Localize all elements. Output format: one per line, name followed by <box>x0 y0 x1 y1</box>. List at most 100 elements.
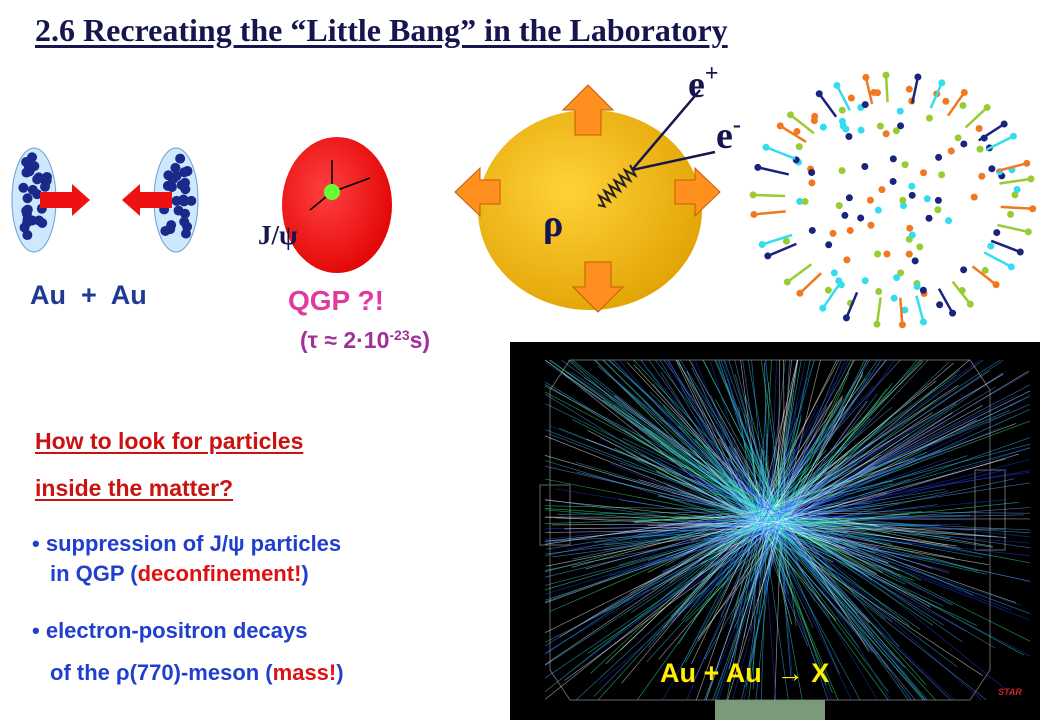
track <box>771 504 938 526</box>
track <box>626 418 761 527</box>
bullet: • electron-positron decays <box>32 618 308 643</box>
hadron <box>960 266 968 274</box>
arrow <box>122 184 172 216</box>
hadron <box>919 318 927 326</box>
hadron <box>808 179 816 187</box>
hadron <box>954 134 962 142</box>
track <box>728 359 778 518</box>
hadron <box>1024 228 1032 236</box>
hadron <box>845 194 853 202</box>
track <box>767 359 786 519</box>
track <box>755 518 987 701</box>
hadron <box>857 126 865 134</box>
track <box>667 421 781 517</box>
bullet: • suppression of J/ψ particles <box>32 531 342 556</box>
hadron-track <box>929 82 943 109</box>
track <box>766 527 861 701</box>
hadron <box>762 143 770 151</box>
track <box>780 515 963 643</box>
track <box>777 502 899 517</box>
track <box>545 429 760 513</box>
track <box>756 524 836 621</box>
hadron <box>866 196 874 204</box>
hadron <box>978 172 986 180</box>
track <box>610 463 762 527</box>
electron: e- <box>716 113 741 155</box>
nucleon <box>176 179 187 190</box>
hadron <box>883 250 891 258</box>
track <box>783 372 871 515</box>
track <box>671 522 776 623</box>
track <box>743 443 777 512</box>
track <box>720 359 773 512</box>
track <box>762 404 818 521</box>
nucleon <box>22 193 33 204</box>
hadron <box>830 269 838 277</box>
vertex <box>324 184 340 200</box>
hadron <box>908 191 916 199</box>
track <box>756 524 809 647</box>
hadron <box>945 217 953 225</box>
track <box>544 498 758 531</box>
track <box>783 394 1018 512</box>
hadron <box>1013 186 1021 194</box>
detector-caption: Au + Au → X <box>660 658 830 688</box>
hadron-track <box>937 288 954 314</box>
track <box>774 478 820 512</box>
track <box>778 526 1031 657</box>
hadron <box>824 286 832 294</box>
text: of the ρ(770)-meson ( <box>50 660 273 685</box>
nucleon <box>40 181 51 192</box>
track <box>752 521 757 690</box>
nucleon <box>186 195 197 206</box>
hadron-track <box>971 265 997 286</box>
track <box>779 520 997 537</box>
nucleon <box>21 208 32 219</box>
nucleon <box>18 182 29 193</box>
hadron <box>876 122 884 130</box>
text: e <box>716 115 733 157</box>
hadron <box>758 241 766 249</box>
hadron <box>906 224 914 232</box>
hadron <box>845 133 853 141</box>
hadron-track <box>951 280 972 305</box>
decay-lines <box>631 89 716 172</box>
track <box>694 438 767 520</box>
question: inside the matter? <box>35 475 234 501</box>
track <box>780 439 967 515</box>
hadron <box>783 278 791 286</box>
track <box>748 520 772 701</box>
track <box>758 517 1031 531</box>
hadron-track <box>835 84 851 111</box>
hadron <box>838 117 846 125</box>
hadron <box>1007 210 1015 218</box>
question: How to look for particles <box>35 428 304 454</box>
hadron <box>908 231 916 239</box>
track <box>773 525 928 700</box>
track <box>544 505 770 511</box>
hadron-track <box>875 297 882 325</box>
track <box>767 458 1006 525</box>
text: (τ ≈ 2·10 <box>300 327 390 353</box>
hadron-track <box>767 242 797 258</box>
nucleon <box>160 225 171 236</box>
track <box>703 515 759 558</box>
track <box>570 371 780 512</box>
track <box>544 516 777 529</box>
text: s) <box>409 327 431 353</box>
hadron-track <box>845 291 859 319</box>
track <box>773 521 861 583</box>
track <box>770 450 941 515</box>
track <box>622 429 764 520</box>
nucleon <box>34 215 45 226</box>
nucleon <box>182 166 193 177</box>
hadron <box>837 281 845 289</box>
track <box>770 520 957 547</box>
hadron <box>897 122 905 130</box>
hadron <box>754 163 762 171</box>
track <box>548 359 767 513</box>
qgp-fireball <box>282 137 392 273</box>
hadron <box>862 73 870 81</box>
track <box>642 427 758 512</box>
